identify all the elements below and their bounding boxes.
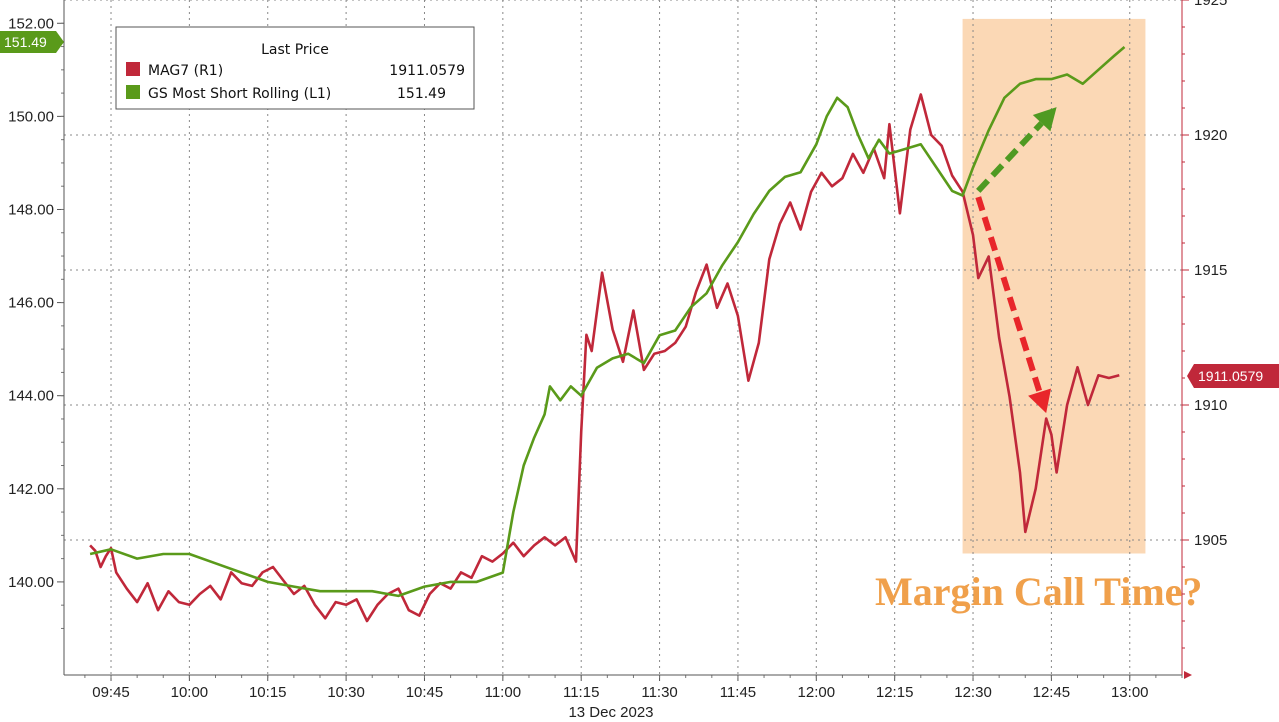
- annotation-text: Margin Call Time?: [875, 569, 1202, 614]
- right-tick-label: 1905: [1194, 532, 1227, 549]
- left-flag-shape: [0, 31, 64, 53]
- x-tick-label: 12:00: [798, 684, 836, 701]
- left-tick-label: 142.00: [8, 481, 54, 498]
- x-tick-label: 10:15: [249, 684, 287, 701]
- right-axis-marker: [1184, 671, 1192, 679]
- left-flag-text: 151.49: [4, 34, 47, 50]
- right-tick-label: 1910: [1194, 397, 1227, 414]
- legend-label-mag7: MAG7 (R1): [148, 63, 223, 79]
- legend-swatch-mag7: [126, 62, 140, 76]
- legend-value-gs: 151.49: [397, 86, 446, 102]
- x-tick-label: 13:00: [1111, 684, 1149, 701]
- date-label: 13 Dec 2023: [568, 704, 653, 721]
- shaded-region-rect: [962, 18, 1146, 554]
- right-flag-shape: [1187, 364, 1279, 388]
- mag7-down-arrow-shaft: [975, 196, 1043, 394]
- left-last-value-flag: 151.49: [0, 31, 64, 53]
- left-tick-label: 140.00: [8, 574, 54, 591]
- x-tick-label: 12:30: [954, 684, 992, 701]
- legend-swatch-gs: [126, 85, 140, 99]
- axes: 09:45 10:00 10:15 10:30 10:45 11:00 11:15 11:30…: [8, 0, 1227, 701]
- series-lines: [89, 46, 1126, 623]
- trend-arrows: [975, 107, 1057, 414]
- left-tick-label: 146.00: [8, 295, 54, 312]
- x-tick-label: 12:15: [876, 684, 914, 701]
- x-tick-label: 10:45: [406, 684, 444, 701]
- left-tick-label: 144.00: [8, 388, 54, 405]
- x-tick-label: 11:30: [641, 684, 677, 701]
- x-tick-label: 09:45: [92, 684, 130, 701]
- x-tick-label: 11:45: [720, 684, 756, 701]
- legend-box: [115, 26, 475, 110]
- gs-up-arrow-shaft: [976, 121, 1044, 193]
- x-tick-label: 12:45: [1033, 684, 1071, 701]
- right-tick-label: 1925: [1194, 0, 1227, 9]
- legend-title: Last Price: [261, 42, 329, 58]
- mag7-down-arrow-head: [1028, 388, 1052, 414]
- x-tick-label: 10:00: [171, 684, 209, 701]
- right-flag-text: 1911.0579: [1198, 368, 1263, 384]
- mag7-series-line: [89, 93, 1120, 623]
- shaded-region: [962, 18, 1146, 554]
- right-last-value-flag: 1911.0579: [1187, 364, 1279, 388]
- x-tick-label: 11:15: [563, 684, 599, 701]
- gs-series-line: [89, 46, 1126, 598]
- gs-up-arrow-head: [1032, 107, 1057, 132]
- left-tick-label: 152.00: [8, 15, 54, 32]
- x-tick-label: 10:30: [327, 684, 365, 701]
- left-tick-label: 148.00: [8, 201, 54, 218]
- legend-label-gs: GS Most Short Rolling (L1): [148, 86, 331, 102]
- right-tick-label: 1915: [1194, 262, 1227, 279]
- x-tick-label: 11:00: [485, 684, 521, 701]
- right-tick-label: 1920: [1194, 127, 1227, 144]
- legend-value-mag7: 1911.0579: [389, 63, 465, 79]
- left-tick-label: 150.00: [8, 108, 54, 125]
- legend: Last Price MAG7 (R1) 1911.0579 GS Most S…: [115, 26, 475, 110]
